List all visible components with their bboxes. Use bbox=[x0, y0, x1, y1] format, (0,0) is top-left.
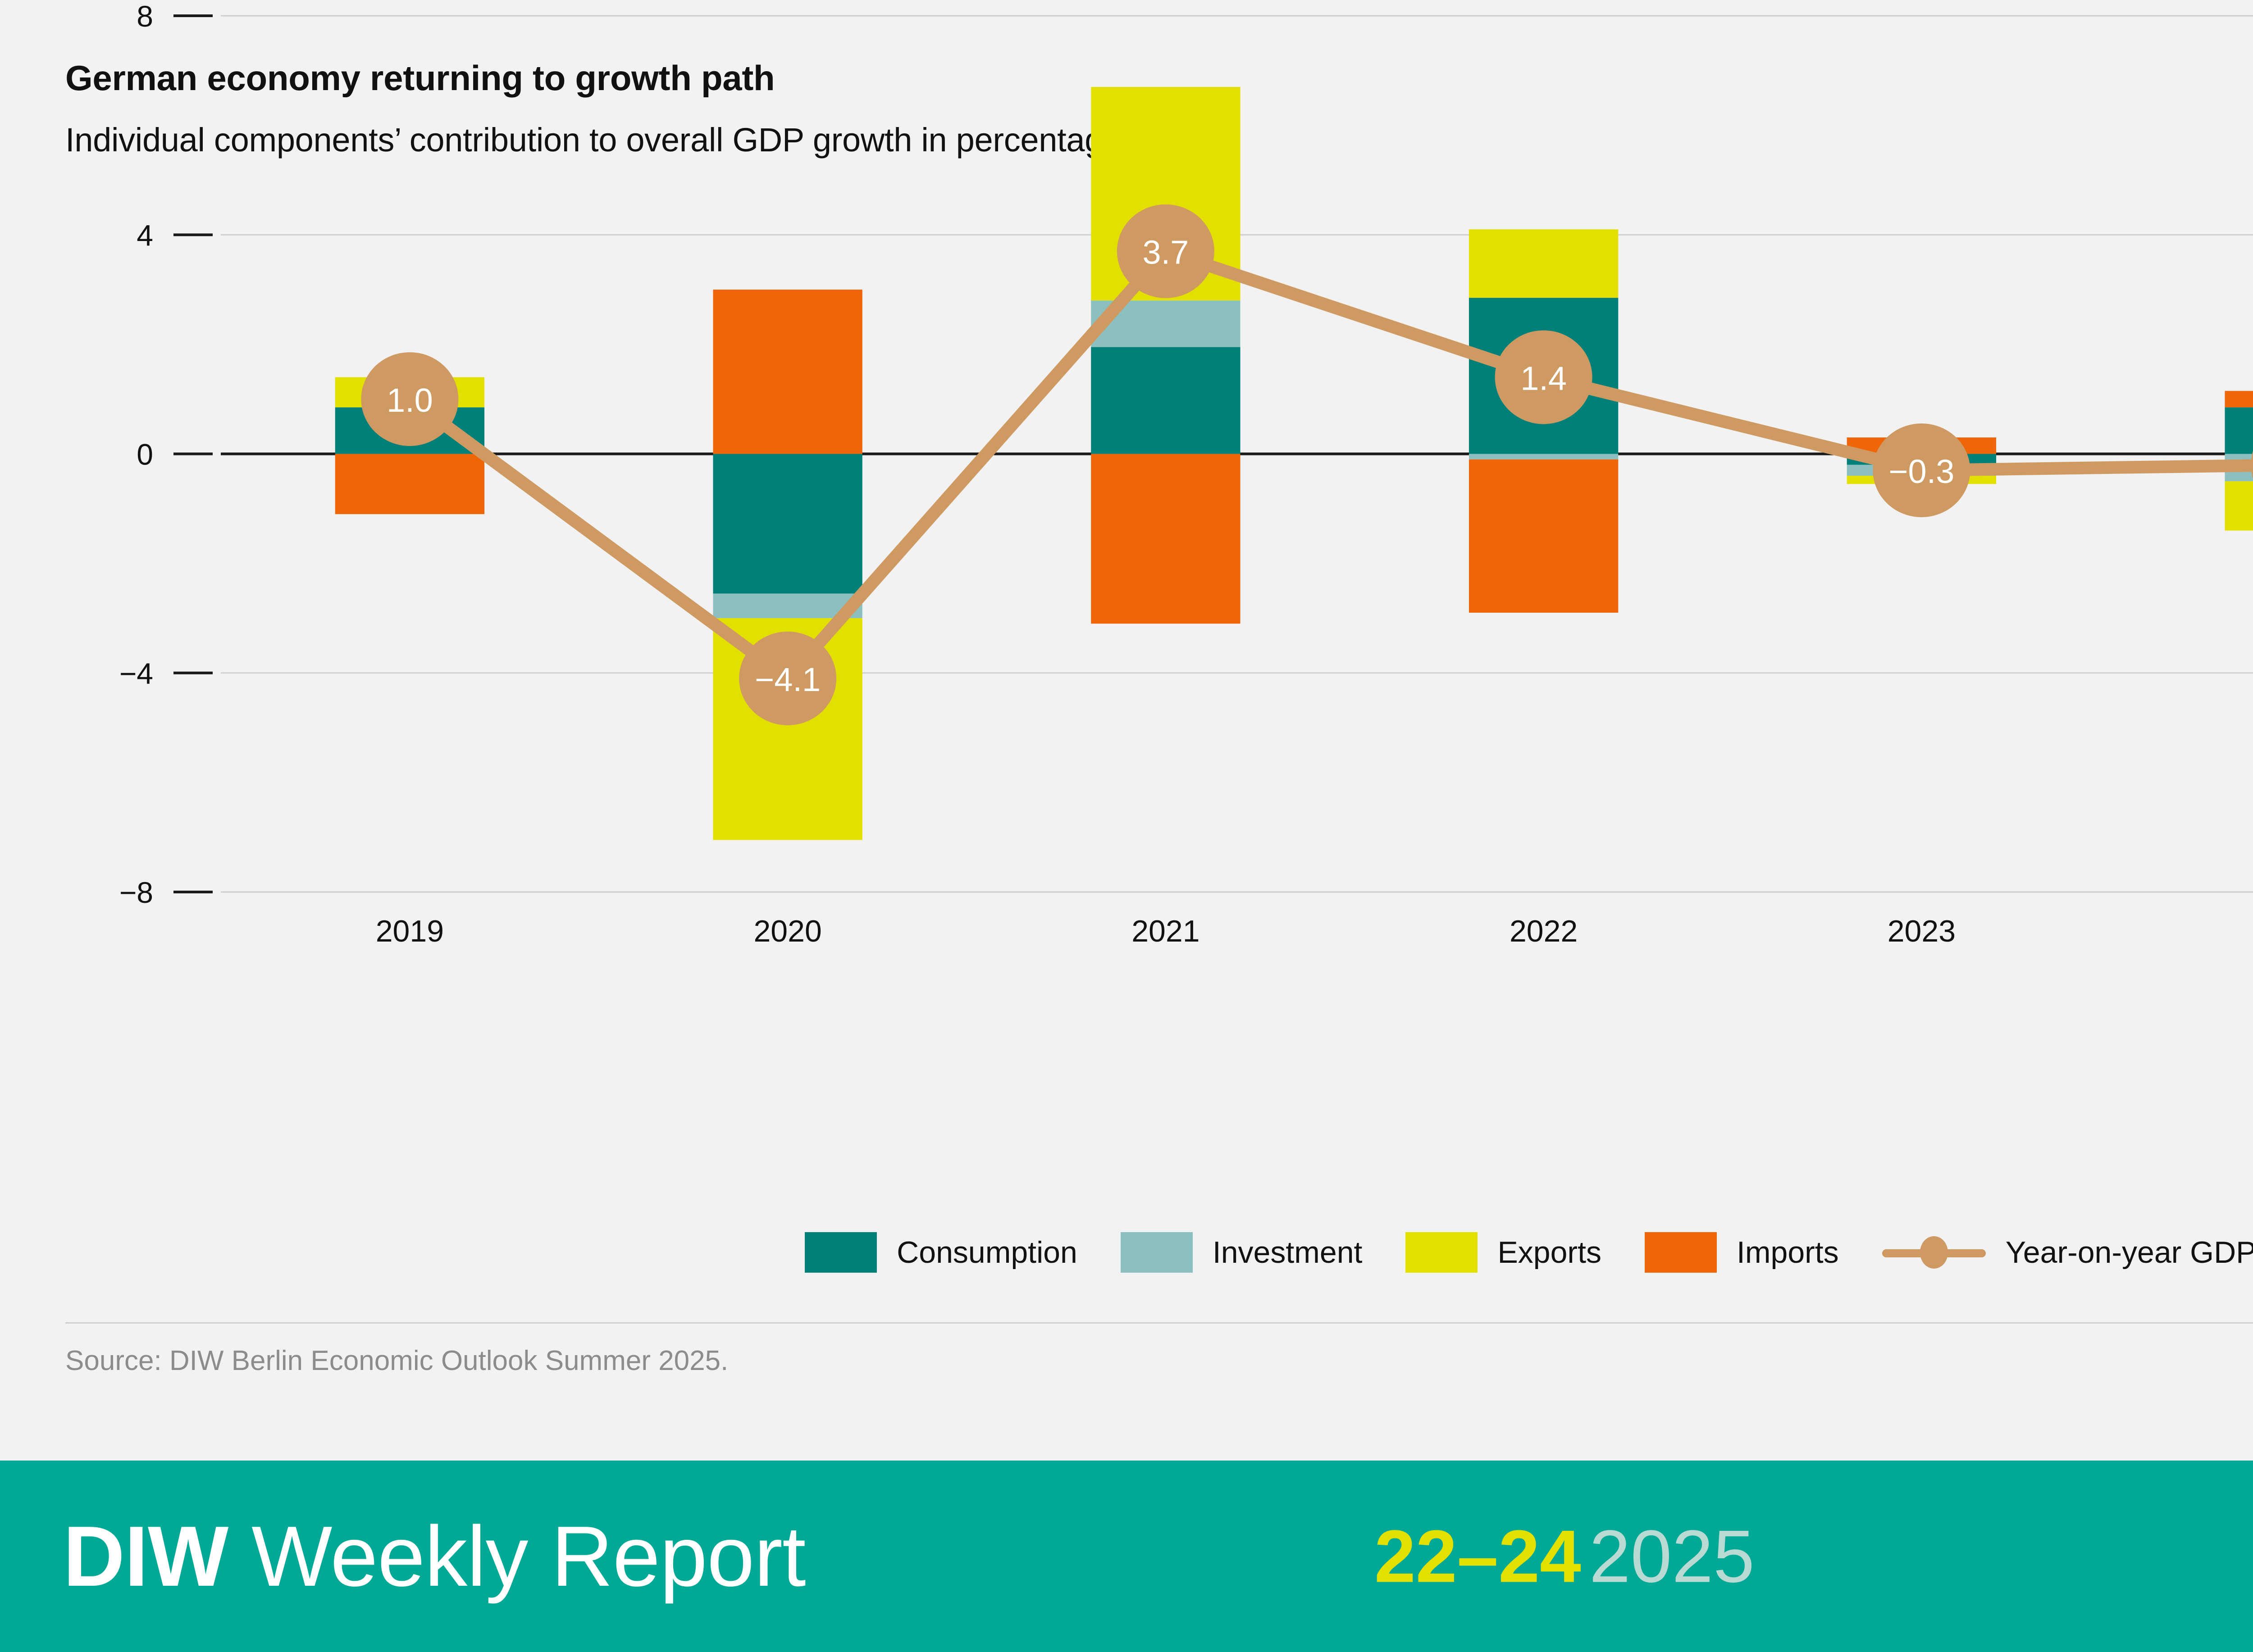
bar-group bbox=[713, 289, 862, 840]
footer-issue-number: 22–24 bbox=[1374, 1515, 1581, 1597]
footer-brand-weekly-report: Weekly Report bbox=[251, 1508, 806, 1604]
legend-swatch bbox=[1644, 1232, 1717, 1273]
gdp-growth-marker bbox=[1117, 204, 1214, 298]
gdp-growth-marker bbox=[739, 631, 837, 725]
bar-segment bbox=[2225, 481, 2253, 531]
gdp-growth-point: −4.1 bbox=[739, 631, 837, 725]
gdp-growth-marker bbox=[2251, 451, 2253, 479]
gdp-growth-line: 1.0−4.13.71.4−0.3−0.20.31.7 bbox=[361, 204, 2253, 725]
legend-label: Year-on-year GDP growth in percent bbox=[2005, 1235, 2253, 1270]
footer-issue: 22–24 2025 bbox=[1374, 1514, 1755, 1599]
x-axis-labels: 20192020202120222023202420252026 bbox=[376, 914, 1956, 948]
x-tick-label: 2019 bbox=[376, 914, 444, 948]
gdp-growth-polyline bbox=[403, 245, 2253, 685]
y-tick-label: −8 bbox=[119, 876, 153, 909]
gdp-growth-value-label: −0.3 bbox=[1888, 453, 1954, 490]
bar-segment bbox=[1091, 454, 1241, 624]
y-tick-label: 4 bbox=[137, 218, 153, 252]
legend-item-imports[interactable]: Imports bbox=[1644, 1232, 1839, 1273]
gdp-growth-point: 1.4 bbox=[1495, 330, 1592, 424]
gdp-contribution-chart: Forecast840−4−81.0−4.13.71.4−0.3−0.20.31… bbox=[119, 0, 2253, 948]
gdp-growth-point: −0.2 bbox=[2251, 451, 2253, 479]
legend-item-year-on-year-gdp-growth-in-percent[interactable]: Year-on-year GDP growth in percent bbox=[1882, 1232, 2253, 1273]
legend-dot-icon bbox=[1920, 1236, 1948, 1269]
x-tick-label: 2023 bbox=[1888, 914, 1956, 948]
legend-label: Consumption bbox=[897, 1235, 1077, 1270]
bar-segment bbox=[2225, 391, 2253, 408]
legend-line-marker bbox=[1882, 1232, 1986, 1273]
bar-segment bbox=[1469, 459, 1619, 613]
bar-segment bbox=[1091, 347, 1241, 454]
page-subtitle: Individual components’ contribution to o… bbox=[65, 121, 1219, 159]
gdp-growth-value-label: −4.1 bbox=[755, 661, 821, 698]
legend-item-investment[interactable]: Investment bbox=[1120, 1232, 1363, 1273]
gdp-growth-marker bbox=[1495, 330, 1592, 424]
source-note: Source: DIW Berlin Economic Outlook Summ… bbox=[65, 1345, 729, 1376]
footer-brand-diw: DIW bbox=[63, 1508, 228, 1604]
legend-label: Imports bbox=[1736, 1235, 1839, 1270]
legend-item-exports[interactable]: Exports bbox=[1405, 1232, 1601, 1273]
chart-legend: Consumption Investment Exports Imports Year-… bbox=[0, 1232, 2253, 1273]
gdp-growth-point: 3.7 bbox=[1117, 204, 1214, 298]
legend-label: Exports bbox=[1497, 1235, 1601, 1270]
gdp-growth-value-label: 3.7 bbox=[1142, 234, 1189, 271]
legend-swatch bbox=[1120, 1232, 1193, 1273]
y-tick-label: 0 bbox=[137, 438, 153, 471]
x-tick-label: 2022 bbox=[1510, 914, 1578, 948]
gdp-growth-marker bbox=[1873, 423, 1970, 517]
footer-brand: DIW Weekly Report bbox=[63, 1507, 806, 1606]
legend-swatch bbox=[1405, 1232, 1478, 1273]
bar-segment bbox=[713, 454, 862, 594]
gdp-growth-value-label: 1.4 bbox=[1520, 360, 1567, 397]
legend-label: Investment bbox=[1212, 1235, 1363, 1270]
gdp-growth-marker bbox=[361, 352, 459, 446]
y-tick-label: −4 bbox=[119, 657, 153, 690]
bar-segment bbox=[1469, 229, 1619, 298]
bar-group bbox=[2225, 391, 2253, 531]
legend-swatch bbox=[805, 1232, 877, 1273]
source-divider bbox=[65, 1322, 2253, 1324]
legend-item-consumption[interactable]: Consumption bbox=[805, 1232, 1077, 1273]
bar-segment bbox=[1469, 454, 1619, 460]
gdp-growth-point: −0.3 bbox=[1873, 423, 1970, 517]
gdp-growth-value-label: 1.0 bbox=[387, 382, 433, 419]
gdp-growth-point: 1.0 bbox=[361, 352, 459, 446]
page-title: German economy returning to growth path bbox=[65, 58, 775, 98]
x-tick-label: 2021 bbox=[1131, 914, 1199, 948]
bar-group bbox=[1091, 87, 1241, 624]
bar-segment bbox=[713, 289, 862, 454]
bar-segment bbox=[335, 454, 485, 514]
footer-issue-year: 2025 bbox=[1589, 1515, 1755, 1597]
bar-segment bbox=[2225, 407, 2253, 454]
y-tick-label: 8 bbox=[137, 0, 153, 33]
x-tick-label: 2020 bbox=[753, 914, 821, 948]
